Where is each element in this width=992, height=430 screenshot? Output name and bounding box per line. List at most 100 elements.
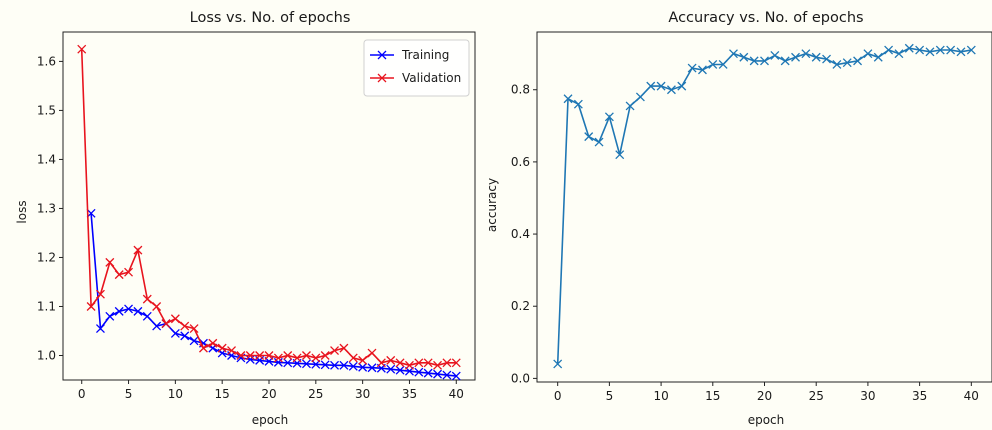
- loss-data-point: [451, 358, 461, 368]
- loss-data-point: [170, 314, 180, 324]
- loss-legend-box: [363, 39, 470, 97]
- accuracy-y-tick-label: 0.4: [511, 227, 530, 241]
- loss-data-point: [292, 353, 302, 363]
- loss-data-point: [395, 365, 405, 375]
- accuracy-x-tick-label: 30: [860, 389, 875, 403]
- loss-data-point: [339, 343, 349, 353]
- accuracy-data-point: [822, 54, 832, 64]
- loss-data-point: [189, 336, 199, 346]
- loss-data-point: [386, 355, 396, 365]
- loss-data-point: [376, 358, 386, 368]
- loss-data-point: [245, 354, 255, 364]
- loss-x-tick-label: 25: [308, 387, 323, 401]
- loss-data-point: [320, 351, 330, 360]
- accuracy-data-point: [801, 49, 811, 59]
- loss-y-tick-label: 1.5: [37, 103, 56, 117]
- loss-data-point: [217, 343, 227, 353]
- loss-series-line-1: [80, 49, 457, 367]
- loss-data-point: [255, 351, 265, 360]
- loss-y-tick-label: 1.4: [37, 152, 56, 166]
- loss-legend-marker: [377, 50, 387, 60]
- accuracy-x-tick-label: 15: [705, 389, 720, 403]
- loss-data-point: [86, 302, 96, 311]
- accuracy-data-point: [615, 150, 625, 160]
- loss-data-point: [414, 367, 424, 377]
- accuracy-data-point: [904, 43, 914, 53]
- loss-x-tick-label: 30: [355, 387, 370, 401]
- accuracy-data-point: [573, 99, 583, 109]
- loss-data-point: [442, 370, 452, 380]
- loss-data-point: [114, 270, 124, 280]
- loss-data-point: [114, 306, 124, 316]
- accuracy-data-point: [697, 65, 707, 75]
- accuracy-data-point: [956, 47, 966, 57]
- accuracy-x-tick-label: 35: [912, 389, 927, 403]
- loss-data-point: [358, 355, 368, 365]
- loss-legend-label: Training: [401, 48, 449, 62]
- accuracy-series-line-0: [556, 47, 972, 365]
- loss-data-point: [395, 358, 405, 368]
- accuracy-chart-x-axis-label: epoch: [748, 413, 785, 427]
- loss-data-point: [142, 294, 152, 304]
- loss-data-point: [433, 360, 443, 370]
- loss-data-point: [320, 360, 330, 370]
- loss-data-point: [105, 311, 115, 321]
- loss-y-tick-label: 1.0: [37, 348, 56, 362]
- loss-data-point: [442, 358, 452, 368]
- accuracy-data-point: [811, 52, 821, 62]
- loss-data-point: [386, 364, 396, 374]
- loss-data-point: [301, 351, 311, 360]
- accuracy-data-point: [791, 52, 800, 62]
- loss-data-point: [414, 358, 424, 368]
- loss-data-point: [124, 304, 134, 314]
- loss-y-tick-label: 1.3: [37, 201, 56, 215]
- loss-data-point: [227, 346, 237, 356]
- accuracy-data-point: [873, 52, 883, 62]
- loss-y-tick-label: 1.2: [37, 250, 56, 264]
- loss-data-point: [198, 343, 208, 353]
- loss-data-point: [367, 348, 377, 358]
- loss-data-point: [180, 321, 190, 331]
- loss-x-tick-label: 20: [261, 387, 276, 401]
- loss-data-point: [189, 324, 199, 333]
- loss-y-tick-label: 1.6: [37, 54, 56, 68]
- accuracy-data-point: [832, 60, 842, 69]
- loss-data-point: [433, 369, 443, 379]
- accuracy-data-point: [584, 132, 594, 142]
- accuracy-data-point: [935, 45, 945, 55]
- loss-data-point: [236, 351, 246, 360]
- loss-series-line-0: [90, 213, 457, 377]
- loss-data-point: [404, 360, 414, 370]
- loss-data-point: [124, 267, 134, 277]
- accuracy-data-point: [594, 137, 604, 147]
- accuracy-chart: Accuracy vs. No. of epochs accuracy epoc…: [485, 10, 992, 427]
- accuracy-x-tick-label: 20: [757, 389, 772, 403]
- loss-data-point: [451, 371, 461, 381]
- accuracy-y-tick-label: 0.6: [511, 155, 530, 169]
- accuracy-x-tick-label: 5: [606, 389, 614, 403]
- loss-chart: Loss vs. No. of epochs loss epoch 0 5 10 15…: [15, 10, 476, 427]
- accuracy-data-point: [729, 49, 738, 59]
- loss-chart-title: Loss vs. No. of epochs: [190, 10, 351, 26]
- loss-data-point: [423, 358, 433, 368]
- accuracy-data-point: [966, 45, 976, 55]
- accuracy-data-point: [553, 359, 563, 369]
- loss-data-point: [142, 311, 152, 321]
- accuracy-data-point: [946, 45, 956, 55]
- loss-data-point: [283, 358, 293, 368]
- loss-data-point: [264, 351, 274, 360]
- accuracy-data-point: [625, 101, 635, 111]
- loss-x-tick-label: 15: [215, 387, 230, 401]
- loss-data-point: [330, 360, 340, 370]
- accuracy-data-point: [739, 52, 749, 62]
- accuracy-chart-title: Accuracy vs. No. of epochs: [668, 10, 863, 26]
- accuracy-x-tick-label: 40: [964, 389, 979, 403]
- loss-data-point: [311, 359, 321, 369]
- loss-x-tick-label: 35: [402, 387, 417, 401]
- loss-data-point: [161, 319, 171, 329]
- accuracy-data-point: [677, 81, 687, 91]
- accuracy-data-point: [749, 56, 759, 66]
- accuracy-data-point: [604, 112, 614, 122]
- loss-x-tick-label: 0: [78, 387, 86, 401]
- loss-data-point: [273, 357, 283, 367]
